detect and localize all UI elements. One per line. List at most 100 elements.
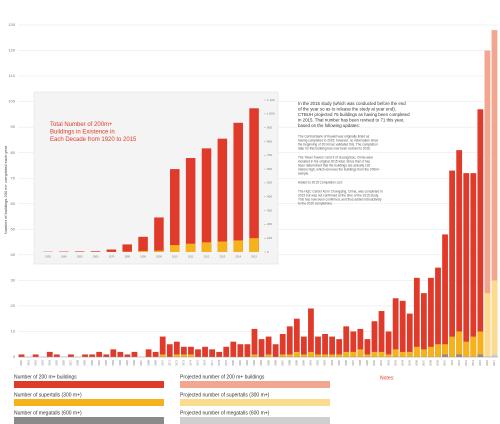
y-tick-label: 50 — [11, 226, 16, 231]
bar — [258, 339, 265, 357]
x-tick-label: 1965 — [125, 359, 129, 365]
bar — [343, 351, 350, 357]
annotation: The Central Bank of Kuwait was originall… — [298, 134, 378, 150]
y-tick-label: 1,000 — [267, 112, 275, 116]
bar — [46, 351, 53, 357]
annotation-line: sample. — [298, 171, 309, 175]
x-tick-label: 1950 — [77, 255, 83, 259]
y-tick-label: 0 — [13, 354, 16, 359]
bar — [322, 354, 328, 357]
bar — [131, 351, 138, 357]
bar — [188, 354, 194, 357]
x-tick-label: 1994 — [330, 359, 334, 365]
x-tick-label: 1960 — [90, 359, 94, 365]
y-tick-label: 700 — [267, 153, 272, 157]
bar — [371, 321, 378, 357]
legend-swatch — [14, 399, 164, 406]
bar — [435, 344, 441, 357]
bar — [110, 349, 117, 357]
bar — [399, 351, 406, 357]
x-tick-label: 2010 — [172, 255, 178, 259]
bar — [308, 308, 314, 357]
x-tick-label: 2001 — [379, 359, 383, 365]
x-tick-label: 1970 — [108, 255, 114, 259]
bar — [106, 249, 117, 252]
bar — [413, 277, 420, 357]
bar — [392, 298, 399, 357]
bar — [138, 250, 148, 252]
bar — [173, 354, 180, 357]
x-tick-label: 1959 — [83, 359, 87, 365]
x-tick-label: 1955 — [55, 359, 59, 365]
bar — [357, 349, 364, 357]
x-tick-label: 1990 — [302, 359, 306, 365]
annotation-line: having completed in 2015; however, no in… — [298, 138, 378, 142]
x-tick-label: 2011 — [450, 359, 454, 365]
bar — [223, 346, 230, 357]
x-tick-label: 1970 — [160, 359, 164, 365]
legend-label: Number of 200 m+ buildings — [14, 374, 77, 380]
bar — [185, 243, 196, 252]
x-tick-label: 1991 — [309, 359, 313, 365]
bar — [180, 346, 187, 357]
x-tick-label: 1988 — [287, 359, 291, 365]
y-tick-label: 400 — [267, 195, 272, 199]
annotation-line: 2015 but was not confirmed at the time o… — [298, 193, 379, 197]
x-tick-label: 1954 — [47, 359, 51, 365]
x-tick-label: 2012 — [457, 359, 461, 365]
x-tick-label: 2011 — [188, 255, 194, 259]
x-tick-label: 1971 — [167, 359, 171, 365]
bar — [188, 346, 194, 357]
x-tick-label: 1998 — [358, 359, 362, 365]
bar — [195, 349, 201, 357]
bar — [308, 351, 314, 357]
bar — [233, 122, 243, 252]
x-tick-label: 1961 — [97, 359, 101, 365]
bar — [378, 311, 385, 357]
bar — [170, 245, 180, 252]
bar — [32, 354, 39, 357]
bar — [244, 344, 251, 357]
bar — [68, 354, 74, 357]
annotation-line: Buildings in Existence in — [50, 129, 115, 135]
annotation-line: This has now been confirmed, and thus ad… — [298, 197, 382, 201]
bar — [251, 328, 258, 357]
y-tick-label: 100 — [267, 236, 272, 240]
bar — [18, 354, 25, 357]
x-tick-label: 1997 — [351, 359, 355, 365]
bar — [209, 349, 216, 357]
bar — [159, 336, 166, 357]
x-tick-label: 1986 — [273, 359, 277, 365]
legend-label: Number of supertalls (300 m+) — [14, 392, 82, 398]
legend-label: Projected number of supertalls (300 m+) — [180, 392, 270, 398]
x-tick-label: 1974 — [189, 359, 193, 365]
y-tick-label: 30 — [11, 277, 16, 282]
bar — [96, 351, 103, 357]
bar — [279, 354, 286, 357]
x-tick-label: 1982 — [245, 359, 249, 365]
y-tick-label: 600 — [267, 167, 272, 171]
legend-swatch — [180, 399, 330, 406]
x-tick-label: 1978 — [217, 359, 221, 365]
bar — [385, 354, 392, 357]
x-tick-label: 2015 — [251, 255, 257, 259]
x-tick-label: 2003 — [393, 359, 397, 365]
bar — [279, 334, 286, 357]
bar — [237, 344, 244, 357]
x-tick-label: 2013 — [464, 359, 468, 365]
bar — [122, 244, 132, 252]
x-tick-label: 2012 — [204, 255, 210, 259]
y-tick-label: 90 — [11, 124, 16, 129]
x-tick-label: 2008 — [429, 359, 433, 365]
bar — [286, 354, 293, 357]
x-tick-label: 1963 — [111, 359, 115, 365]
x-tick-label: 2017 — [492, 359, 496, 365]
y-tick-label: 120 — [8, 48, 15, 53]
x-tick-label: 1996 — [344, 359, 348, 365]
bar — [463, 173, 470, 357]
annotation-line: Total Number of 200m+ — [50, 122, 113, 128]
x-tick-label: 1962 — [104, 359, 108, 365]
annotation-line: based on the following updates: — [298, 123, 360, 128]
annotation-line: included in the original 2015 total. Sin… — [298, 159, 370, 163]
